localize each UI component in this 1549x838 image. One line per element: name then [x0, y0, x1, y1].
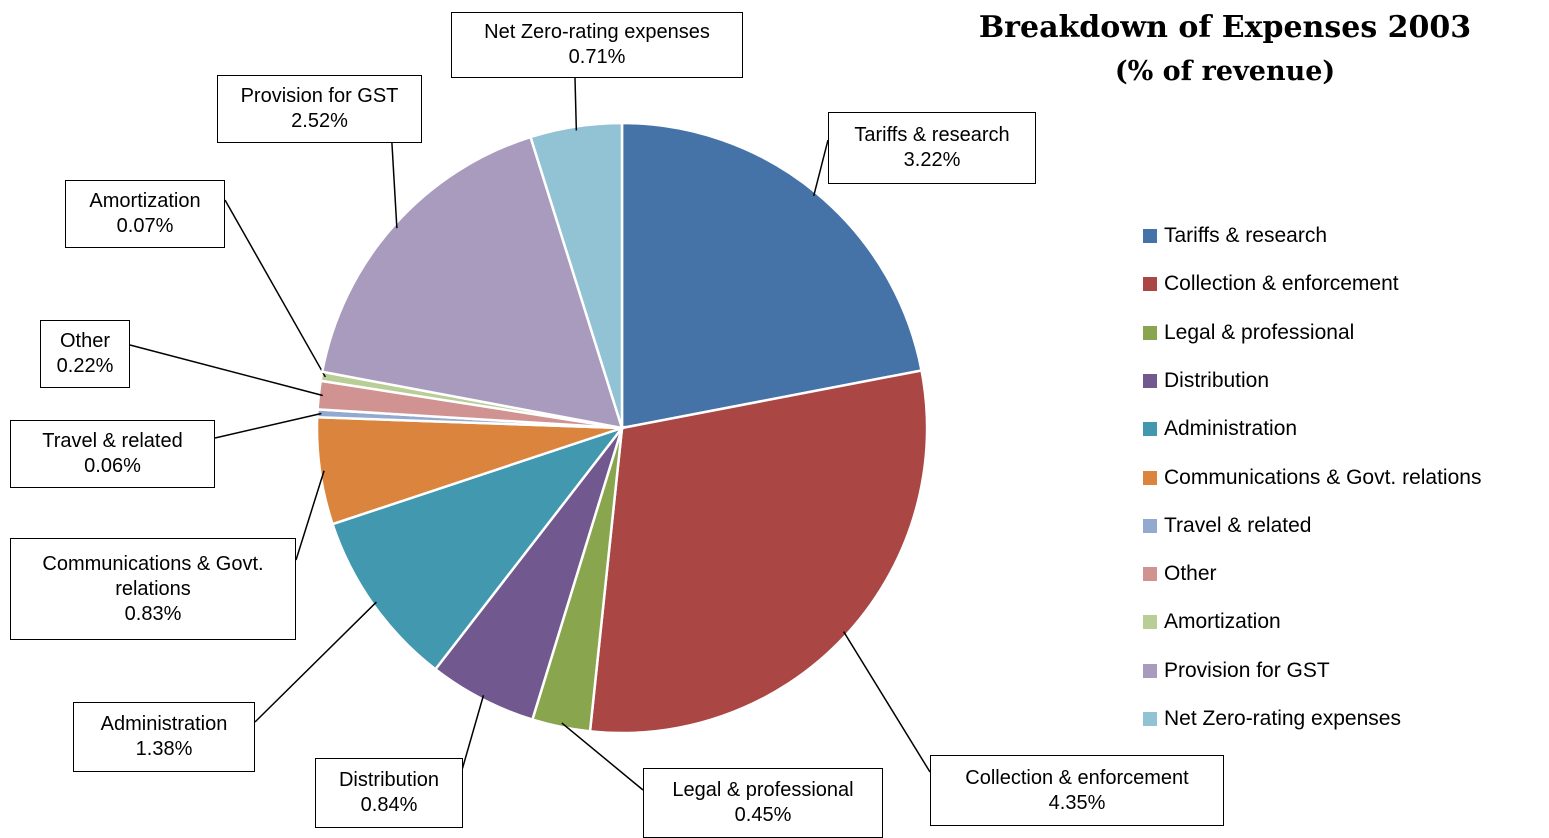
data-label-category: Other [59, 330, 111, 352]
data-label-category: Provision for GST [240, 85, 399, 107]
data-label: Amortization 0.07% [65, 180, 225, 248]
data-label-category: Distribution [338, 769, 440, 791]
data-label: Legal & professional 0.45% [643, 768, 883, 838]
leader-line [461, 695, 485, 771]
legend-swatch [1143, 373, 1157, 388]
data-label: Provision for GST 2.52% [217, 75, 422, 143]
leader-line [224, 199, 327, 378]
data-label-category: Travel & related [42, 430, 183, 452]
legend-item: Amortization [1143, 610, 1281, 634]
data-label: Administration 1.38% [73, 702, 255, 772]
data-label: Travel & related 0.06% [10, 420, 215, 488]
legend-item: Communications & Govt. relations [1143, 466, 1481, 490]
pie-slice [620, 121, 923, 430]
legend-swatch [1143, 470, 1157, 485]
data-label-category: Administration [100, 713, 228, 735]
data-label-value: 3.22% [903, 149, 961, 171]
legend-label: Other [1164, 562, 1217, 586]
legend-swatch [1143, 712, 1157, 726]
data-label-category: Communications & Govt. relations [42, 552, 264, 600]
legend-label: Communications & Govt. relations [1164, 465, 1482, 489]
legend-item: Administration [1143, 417, 1297, 441]
legend-item: Travel & related [1143, 514, 1311, 538]
legend-swatch [1143, 663, 1157, 678]
legend-label: Collection & enforcement [1164, 272, 1399, 296]
pie-slice [588, 368, 929, 735]
chart-subtitle: (% of revenue) [1114, 56, 1336, 87]
leader-line [812, 139, 829, 197]
legend-item: Other [1143, 562, 1217, 586]
legend-swatch [1143, 229, 1157, 243]
data-label-category: Amortization [89, 190, 201, 212]
legend-swatch [1143, 567, 1157, 582]
data-label-value: 0.06% [84, 455, 141, 477]
data-label-category: Legal & professional [672, 779, 854, 801]
data-label: Collection & enforcement 4.35% [930, 755, 1224, 826]
legend-item: Tariffs & research [1143, 224, 1327, 248]
data-label-value: 4.35% [1048, 791, 1106, 814]
legend-label: Legal & professional [1164, 320, 1355, 344]
legend-swatch [1143, 325, 1157, 340]
data-label-category: Tariffs & research [854, 124, 1010, 146]
data-label: Net Zero-rating expenses 0.71% [451, 12, 743, 78]
leader-line [574, 77, 578, 131]
chart-title: Breakdown of Expenses 2003 [978, 10, 1472, 45]
legend-item: Distribution [1143, 369, 1269, 393]
leader-line [214, 412, 322, 439]
leader-line [129, 344, 323, 397]
legend-swatch [1143, 277, 1157, 292]
legend-item: Net Zero-rating expenses [1143, 707, 1401, 731]
data-label: Distribution 0.84% [315, 758, 463, 828]
legend-swatch [1143, 422, 1157, 437]
data-label: Tariffs & research 3.22% [828, 112, 1036, 184]
leader-line [295, 470, 325, 561]
legend-item: Legal & professional [1143, 321, 1354, 345]
leader-line [843, 631, 931, 773]
leader-line [254, 601, 377, 723]
legend-item: Collection & enforcement [1143, 272, 1399, 296]
legend-label: Net Zero-rating expenses [1164, 707, 1401, 730]
legend-swatch [1143, 615, 1157, 630]
data-label-category: Net Zero-rating expenses [484, 21, 710, 43]
data-label-value: 2.52% [291, 110, 348, 132]
data-label: Other 0.22% [40, 320, 130, 388]
legend-label: Tariffs & research [1164, 224, 1328, 247]
legend-swatch [1143, 518, 1157, 533]
data-label-value: 1.38% [135, 738, 193, 760]
data-label-value: 0.22% [56, 355, 114, 377]
data-label-value: 0.45% [734, 804, 792, 826]
data-label-value: 0.07% [116, 215, 174, 237]
legend-label: Provision for GST [1164, 658, 1330, 682]
legend-label: Amortization [1164, 610, 1281, 634]
legend-label: Distribution [1164, 368, 1270, 392]
legend-label: Administration [1164, 417, 1298, 441]
leader-line [561, 722, 644, 791]
data-label-value: 0.84% [360, 794, 418, 816]
legend-label: Travel & related [1164, 513, 1312, 537]
data-label-value: 0.83% [124, 602, 182, 625]
data-label-category: Collection & enforcement [965, 766, 1189, 789]
pie-slice [320, 135, 624, 430]
data-label-value: 0.71% [568, 46, 626, 68]
data-label: Communications & Govt. relations 0.83% [10, 538, 296, 640]
legend-item: Provision for GST [1143, 659, 1330, 683]
